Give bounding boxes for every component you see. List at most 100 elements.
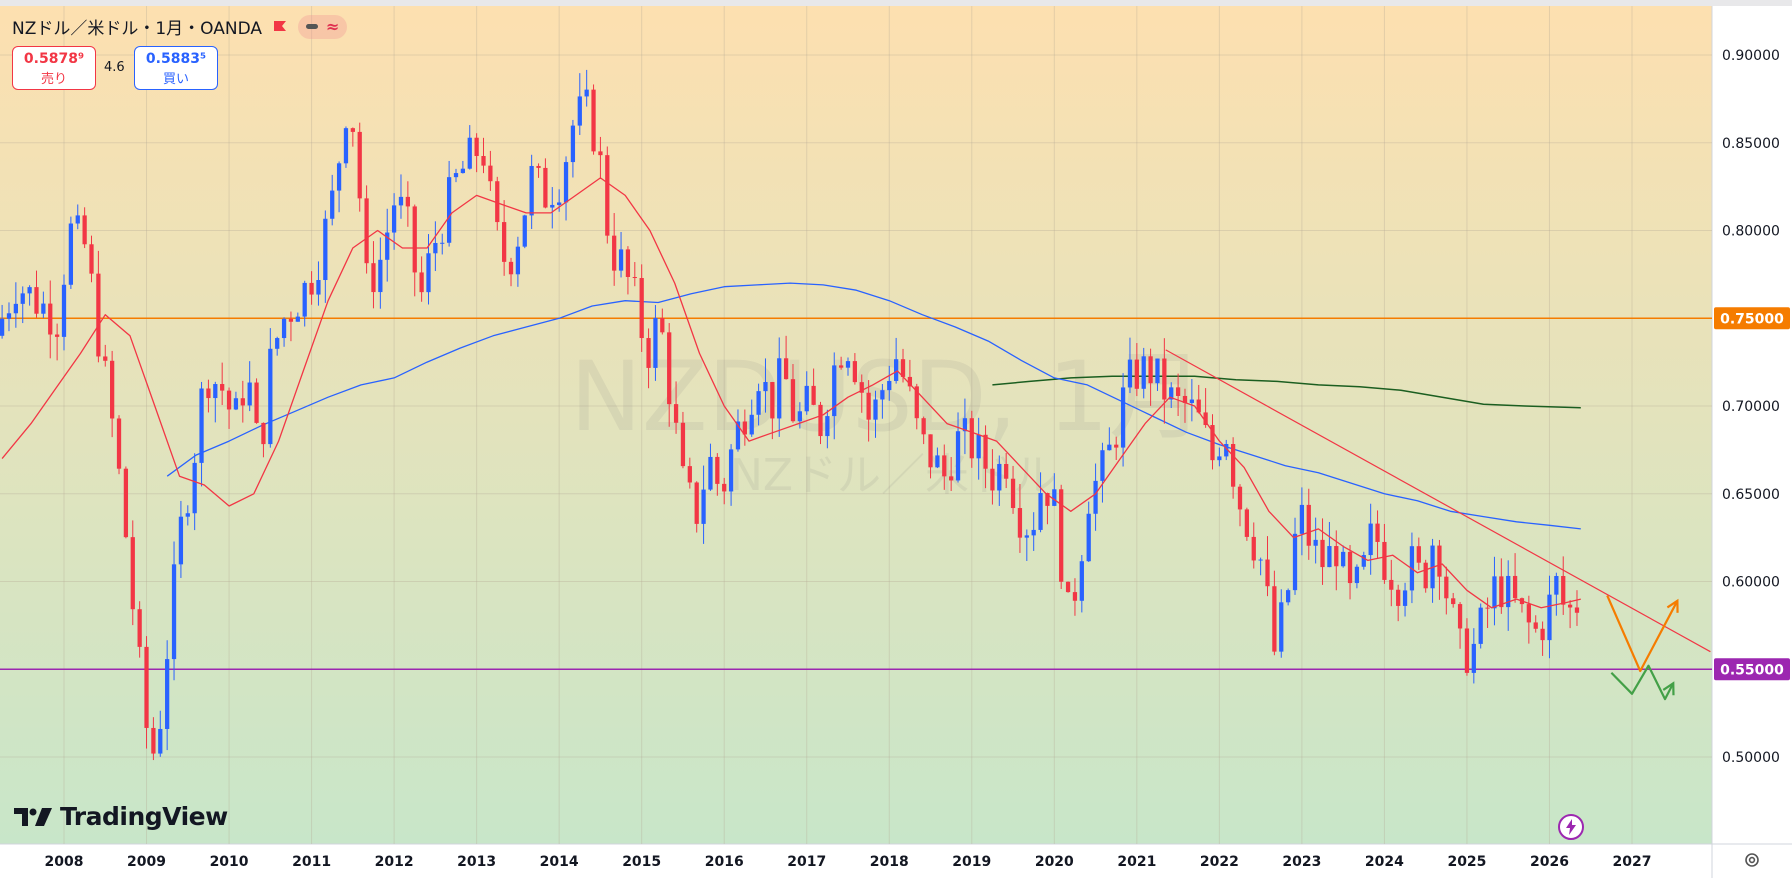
candle-body <box>1189 399 1194 403</box>
candle-body <box>116 418 122 469</box>
candle-body <box>1382 541 1387 580</box>
chart-background <box>0 6 1712 844</box>
candle-body <box>240 398 245 406</box>
candle-body <box>887 380 892 391</box>
candle-body <box>1210 425 1215 461</box>
candle-body <box>673 404 679 423</box>
candle-body <box>391 205 397 233</box>
time-tick-label: 2015 <box>622 854 661 870</box>
trendline-path <box>1165 349 1711 653</box>
candle-body <box>1141 356 1146 389</box>
candle-body <box>612 235 617 271</box>
buy-price: 0.5883⁵ <box>145 51 207 67</box>
candle-body <box>577 96 582 126</box>
price-tick-label: 0.50000 <box>1722 750 1780 766</box>
candle-body <box>563 162 569 203</box>
candle-body <box>13 303 18 314</box>
candle-body <box>364 198 369 264</box>
candle-body <box>275 338 280 349</box>
candle-body <box>1010 478 1016 509</box>
candle-body <box>460 168 466 174</box>
candle-body <box>254 382 259 423</box>
candle-body <box>192 462 197 514</box>
candle-body <box>1162 358 1167 400</box>
candle-body <box>955 431 961 481</box>
candle-body <box>756 391 761 415</box>
candle-body <box>997 463 1002 491</box>
projection-arrowhead <box>1662 681 1675 696</box>
time-tick-label: 2019 <box>952 854 991 870</box>
buy-button[interactable]: 0.5883⁵ 買い <box>134 46 218 90</box>
candle-body <box>522 215 527 247</box>
candle-body <box>151 727 156 754</box>
candle-body <box>529 165 534 216</box>
candle-body <box>777 358 782 419</box>
candle-body <box>350 128 355 132</box>
candle-body <box>1341 551 1346 567</box>
trendline[interactable] <box>1165 349 1711 653</box>
time-tick-label: 2012 <box>375 854 414 870</box>
candle-body <box>61 284 67 337</box>
candle-body <box>1402 590 1408 606</box>
candle-body <box>1574 607 1580 613</box>
candle-body <box>508 261 514 275</box>
candle-body <box>467 137 472 169</box>
price-scale[interactable] <box>1712 6 1792 844</box>
candle-body <box>701 489 706 524</box>
candle-body <box>1457 604 1463 629</box>
top-band <box>0 0 1792 6</box>
candle-body <box>914 386 919 419</box>
candle-body <box>405 196 410 207</box>
candle-body <box>935 455 940 468</box>
candle-body <box>1217 456 1222 461</box>
projection-arrowhead <box>1666 598 1679 613</box>
candle-body <box>515 246 521 275</box>
tradingview-logo[interactable]: TradingView <box>14 802 228 831</box>
gear-icon[interactable] <box>1742 850 1762 870</box>
candle-body <box>371 263 376 293</box>
candle-body <box>412 206 417 273</box>
candle-body <box>1279 602 1284 652</box>
lightning-icon[interactable] <box>1558 814 1584 840</box>
candle-body <box>591 89 596 152</box>
time-tick-label: 2009 <box>127 854 166 870</box>
price-tick-label: 0.90000 <box>1722 48 1780 64</box>
candle-body <box>942 455 947 477</box>
candle-body <box>1175 387 1181 396</box>
candle-body <box>715 456 720 484</box>
candle-body <box>660 318 665 333</box>
candle-body <box>96 273 101 357</box>
candle-body <box>838 365 844 368</box>
candle-body <box>165 659 170 729</box>
candle-body <box>1203 412 1208 426</box>
candle-body <box>598 151 603 156</box>
candle-body <box>1127 359 1133 388</box>
candle-body <box>68 223 74 285</box>
candle-body <box>1464 628 1470 673</box>
level-tag-label: 0.55000 <box>1720 662 1784 678</box>
candle-body <box>949 476 954 481</box>
candle-body <box>783 358 789 380</box>
time-scale[interactable] <box>0 844 1792 878</box>
header-status-pill[interactable]: ≈ <box>298 14 348 39</box>
candle-body <box>1107 444 1112 451</box>
candle-body <box>144 646 149 728</box>
candle-body <box>1451 598 1456 605</box>
symbol-title[interactable]: NZドル／米ドル・1月・OANDA <box>12 19 263 39</box>
candle-body <box>343 128 349 164</box>
candle-body <box>1478 607 1483 644</box>
sell-button[interactable]: 0.5878⁹ 売り <box>12 46 96 90</box>
candle-body <box>735 421 741 450</box>
candle-body <box>646 338 651 368</box>
candle-body <box>288 318 294 322</box>
candle-body <box>137 609 142 647</box>
projection-arrows[interactable] <box>1606 595 1679 701</box>
ma-mid-path <box>166 282 1581 530</box>
horizontal-levels <box>0 317 1712 671</box>
candle-body <box>316 280 321 295</box>
candle-body <box>1038 492 1043 530</box>
tradingview-logo-icon <box>14 807 52 826</box>
flag-icon[interactable] <box>272 19 288 35</box>
